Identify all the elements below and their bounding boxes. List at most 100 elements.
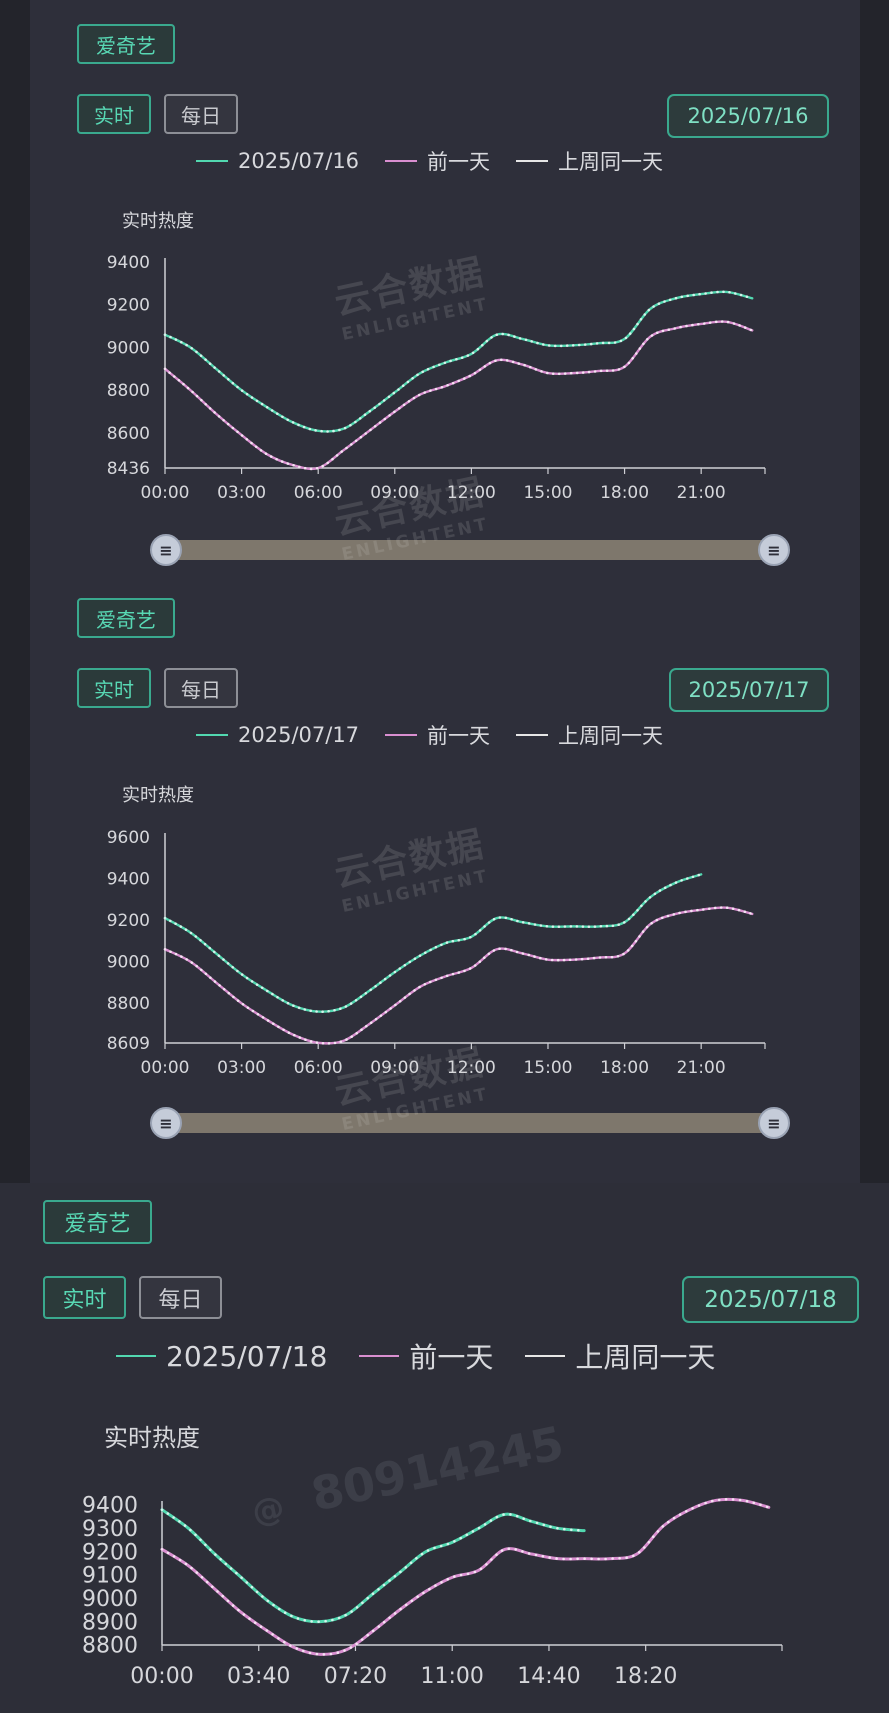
series-point: [495, 333, 499, 336]
series-point: [569, 371, 573, 375]
legend-item-last-week[interactable]: 上周同一天: [516, 146, 663, 176]
legend-item-current[interactable]: 2025/07/18: [116, 1340, 327, 1373]
series-point: [632, 913, 635, 916]
slider-handle-left[interactable]: ≡: [150, 534, 182, 566]
series-point: [734, 292, 737, 295]
series-point: [393, 410, 396, 414]
tab-realtime[interactable]: 实时: [77, 94, 151, 134]
series-point: [731, 907, 735, 910]
series-point: [286, 462, 290, 465]
series-point: [439, 1544, 443, 1548]
series-point: [601, 341, 605, 345]
series-point: [221, 1594, 224, 1598]
series-point: [174, 338, 178, 341]
series-point: [697, 1504, 701, 1507]
date-picker[interactable]: 2025/07/17: [669, 668, 829, 712]
series-point: [656, 1530, 660, 1533]
series-point: [389, 1007, 392, 1010]
series-point: [260, 986, 264, 990]
series-point: [304, 1038, 307, 1041]
series-point: [255, 1590, 259, 1594]
series-point: [231, 1604, 235, 1607]
y-tick-label: 9000: [107, 953, 150, 973]
series-point: [429, 980, 432, 984]
series-point: [211, 1585, 214, 1589]
series-point: [393, 1612, 397, 1615]
date-picker[interactable]: 2025/07/16: [667, 94, 829, 138]
series-point: [345, 1038, 348, 1041]
series-point: [732, 322, 736, 325]
tab-daily[interactable]: 每日: [164, 94, 238, 134]
series-point: [587, 925, 591, 928]
series-point: [443, 361, 447, 365]
series-point: [726, 320, 730, 324]
series-point: [719, 906, 723, 909]
series-point: [490, 336, 493, 339]
legend-item-current[interactable]: 2025/07/16: [196, 149, 359, 173]
series-point: [418, 985, 421, 989]
range-slider[interactable]: ≡ ≡: [150, 1104, 790, 1142]
platform-badge: 爱奇艺: [77, 24, 175, 64]
series-point: [178, 1558, 182, 1562]
series-point: [190, 347, 193, 350]
series-point: [593, 370, 597, 373]
series-point: [344, 1005, 348, 1008]
series-point: [557, 372, 561, 376]
series-point: [217, 415, 221, 418]
series-point: [522, 1517, 525, 1520]
series-point: [498, 916, 502, 919]
series-point: [749, 912, 752, 915]
series-point: [410, 1599, 414, 1603]
legend-item-prev-day[interactable]: 前一天: [359, 1336, 493, 1376]
series-point: [275, 458, 278, 461]
heat-panel-3: [0, 1183, 889, 1713]
legend-item-prev-day[interactable]: 前一天: [385, 720, 490, 750]
range-slider[interactable]: ≡ ≡: [150, 531, 790, 569]
slider-handle-right[interactable]: ≡: [758, 534, 790, 566]
series-point: [466, 1572, 470, 1576]
series-point: [500, 358, 503, 362]
series-point: [463, 377, 466, 380]
series-point: [272, 1603, 275, 1607]
series-point: [563, 1527, 566, 1531]
series-point: [241, 1003, 245, 1006]
series-point: [408, 992, 411, 996]
series-point: [541, 1555, 545, 1558]
series-point: [638, 1551, 641, 1554]
series-point: [650, 334, 654, 337]
tab-daily[interactable]: 每日: [164, 668, 238, 708]
series-point: [388, 414, 391, 417]
series-point: [749, 328, 753, 332]
series-point: [413, 957, 417, 960]
legend-item-last-week[interactable]: 上周同一天: [516, 720, 663, 750]
series-point: [652, 1535, 655, 1538]
slider-handle-right[interactable]: ≡: [758, 1107, 790, 1139]
series-point: [361, 1601, 364, 1605]
tab-realtime[interactable]: 实时: [43, 1276, 126, 1319]
tab-daily[interactable]: 每日: [139, 1276, 222, 1319]
series-point: [327, 1010, 330, 1013]
series-point: [205, 1580, 209, 1584]
series-point: [303, 466, 307, 470]
series-point: [265, 1629, 269, 1632]
series-point: [245, 392, 249, 396]
series-point: [169, 335, 172, 339]
tab-realtime[interactable]: 实时: [77, 668, 151, 708]
series-point: [453, 1575, 456, 1578]
slider-track[interactable]: [164, 1113, 776, 1133]
series-point: [551, 925, 555, 928]
series-point: [163, 333, 167, 336]
slider-handle-left[interactable]: ≡: [150, 1107, 182, 1139]
slider-track[interactable]: [164, 540, 776, 560]
series-point: [483, 956, 486, 959]
legend-item-prev-day[interactable]: 前一天: [385, 146, 490, 176]
series-point: [451, 381, 455, 385]
legend-item-current[interactable]: 2025/07/17: [196, 723, 359, 747]
date-picker[interactable]: 2025/07/18: [682, 1276, 859, 1323]
series-point: [453, 1540, 456, 1543]
series-point: [521, 921, 525, 924]
chart-legend: 2025/07/16 前一天 上周同一天: [196, 146, 663, 176]
series-point: [611, 924, 615, 928]
series-point: [404, 1603, 408, 1607]
legend-item-last-week[interactable]: 上周同一天: [525, 1336, 715, 1376]
